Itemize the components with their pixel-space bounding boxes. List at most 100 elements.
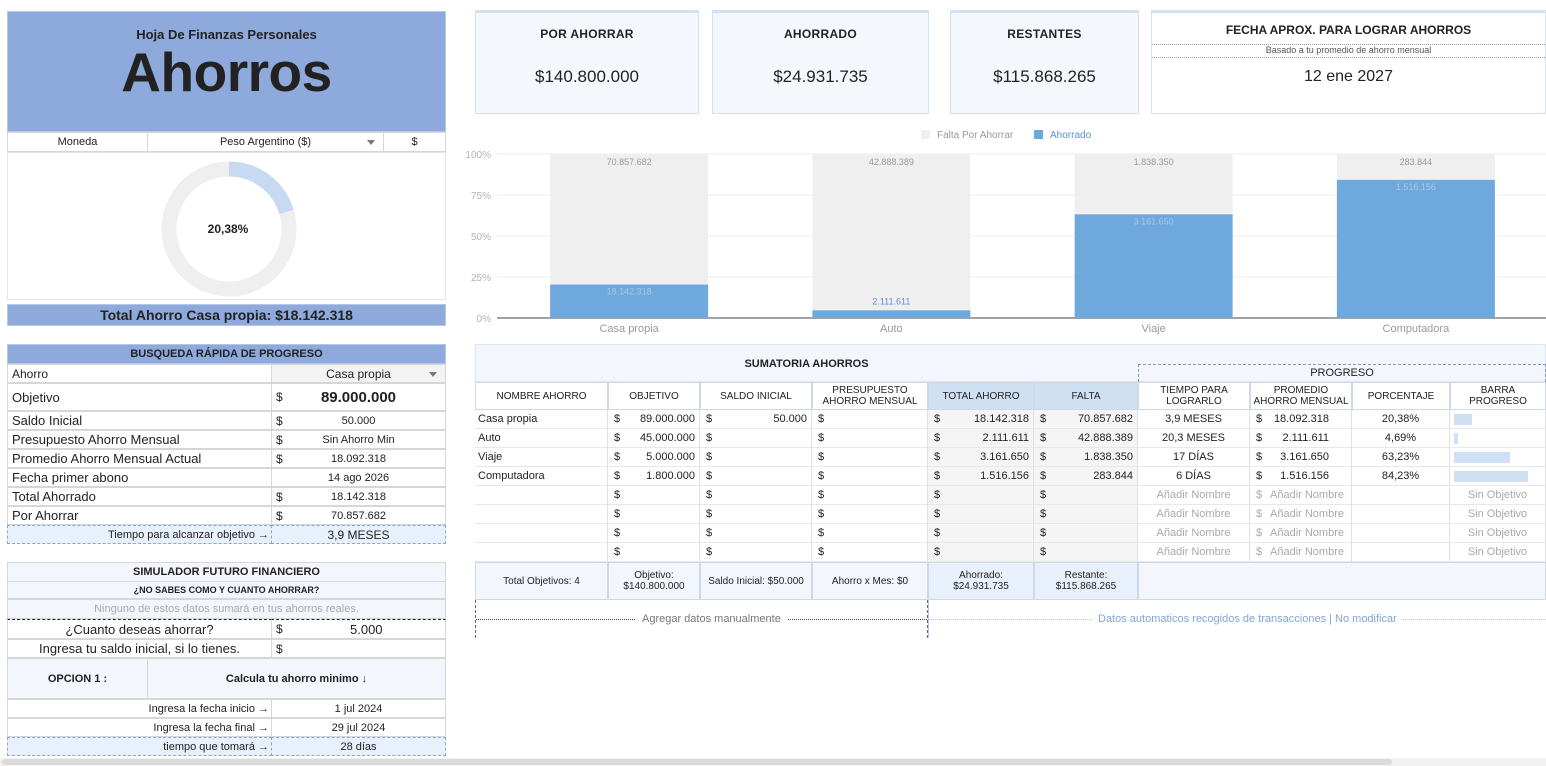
table-cell-name[interactable]: Computadora bbox=[475, 467, 608, 486]
table-cell-name[interactable] bbox=[475, 524, 608, 543]
table-cell-money[interactable]: $ bbox=[1034, 524, 1138, 543]
quick-row-label: Saldo Inicial bbox=[7, 411, 272, 430]
currency-symbol: $ bbox=[383, 132, 446, 152]
currency-symbol: $ bbox=[706, 546, 713, 558]
currency-symbol: $ bbox=[1040, 527, 1047, 539]
time-to-goal-label: Tiempo para alcanzar objetivo → bbox=[7, 525, 272, 544]
currency-symbol: $ bbox=[934, 432, 941, 444]
table-cell-empty-goal: Sin Objetivo bbox=[1450, 524, 1546, 543]
table-cell-name[interactable] bbox=[475, 505, 608, 524]
table-cell-money[interactable]: $ bbox=[928, 524, 1034, 543]
table-cell-money[interactable]: $50.000 bbox=[700, 410, 812, 429]
table-cell-money[interactable]: $5.000.000 bbox=[608, 448, 700, 467]
table-cell-money[interactable]: $ bbox=[608, 505, 700, 524]
table-cell-bar bbox=[1450, 429, 1546, 448]
table-cell-name[interactable] bbox=[475, 486, 608, 505]
quick-row-currency: $ bbox=[276, 390, 283, 404]
quick-selector-label: Ahorro bbox=[7, 364, 272, 383]
table-cell-money[interactable]: $ bbox=[928, 486, 1034, 505]
sheet-subtitle: Hoja De Finanzas Personales bbox=[136, 27, 317, 42]
table-cell-money[interactable]: $ bbox=[700, 448, 812, 467]
currency-symbol: $ bbox=[1256, 470, 1263, 482]
table-cell-name[interactable]: Auto bbox=[475, 429, 608, 448]
progress-bar-fill bbox=[1454, 433, 1458, 444]
cell-value: 2.111.611 bbox=[982, 432, 1030, 444]
column-header: PORCENTAJE bbox=[1352, 382, 1450, 410]
table-cell-money[interactable]: $ bbox=[1034, 543, 1138, 562]
horizontal-scrollbar[interactable] bbox=[0, 758, 1546, 766]
cell-value: 18.092.318 bbox=[1273, 413, 1329, 425]
table-cell-money[interactable]: $ bbox=[812, 448, 928, 467]
table-cell-empty-avg: $ Añadir Nombre bbox=[1250, 524, 1352, 543]
table-cell-empty-pct bbox=[1352, 524, 1450, 543]
table-cell-money[interactable]: $70.857.682 bbox=[1034, 410, 1138, 429]
table-cell-empty-goal: Sin Objetivo bbox=[1450, 486, 1546, 505]
currency-symbol: $ bbox=[1256, 451, 1263, 463]
bar-ahorrado bbox=[550, 284, 709, 318]
table-cell-name[interactable]: Viaje bbox=[475, 448, 608, 467]
cell-value: 70.857.682 bbox=[1077, 413, 1133, 425]
table-cell-name[interactable]: Casa propia bbox=[475, 410, 608, 429]
currency-select[interactable]: Peso Argentino ($) bbox=[147, 132, 384, 152]
table-cell-money[interactable]: $18.142.318 bbox=[928, 410, 1034, 429]
currency-symbol: $ bbox=[1256, 546, 1263, 558]
x-tick-label: Auto bbox=[880, 323, 903, 335]
table-cell-money[interactable]: $3.161.650 bbox=[928, 448, 1034, 467]
scrollbar-thumb[interactable] bbox=[2, 759, 1392, 765]
quick-row-currency: $ bbox=[276, 508, 283, 523]
kpi-restantes-title: RESTANTES bbox=[1007, 27, 1082, 41]
table-cell-money[interactable]: $ bbox=[812, 429, 928, 448]
table-cell-money[interactable]: $1.800.000 bbox=[608, 467, 700, 486]
table-cell-money[interactable]: $ bbox=[1034, 505, 1138, 524]
table-cell-money[interactable]: $283.844 bbox=[1034, 467, 1138, 486]
currency-symbol: $ bbox=[706, 527, 713, 539]
end-date-label: Ingresa la fecha final → bbox=[7, 718, 272, 737]
table-cell-money[interactable]: $ bbox=[1034, 486, 1138, 505]
column-header: TOTAL AHORRO bbox=[928, 382, 1034, 410]
cell-value: 89.000.000 bbox=[639, 413, 695, 425]
column-header: PROMEDIO AHORRO MENSUAL bbox=[1250, 382, 1352, 410]
table-cell-money[interactable]: $ bbox=[700, 486, 812, 505]
quick-row-label: Promedio Ahorro Mensual Actual bbox=[7, 449, 272, 468]
quick-row-label: Por Ahorrar bbox=[7, 506, 272, 525]
table-cell-pct: 4,69% bbox=[1352, 429, 1450, 448]
start-date-input[interactable]: 1 jul 2024 bbox=[271, 699, 446, 718]
table-cell-money[interactable]: $ bbox=[608, 486, 700, 505]
table-cell-money[interactable]: $1.838.350 bbox=[1034, 448, 1138, 467]
table-cell-money[interactable]: $ bbox=[700, 543, 812, 562]
data-label-falta: 42.888.389 bbox=[869, 157, 914, 167]
table-footer-cell: Saldo Inicial: $50.000 bbox=[700, 562, 812, 600]
table-cell-name[interactable] bbox=[475, 543, 608, 562]
table-cell-money[interactable]: $ bbox=[812, 524, 928, 543]
title-banner: Hoja De Finanzas Personales Ahorros bbox=[7, 11, 446, 132]
table-cell-money[interactable]: $45.000.000 bbox=[608, 429, 700, 448]
y-tick-label: 25% bbox=[471, 273, 491, 284]
sim-initial-input[interactable]: $ bbox=[271, 639, 446, 658]
table-cell-money[interactable]: $ bbox=[928, 543, 1034, 562]
table-cell-money[interactable]: $ bbox=[608, 524, 700, 543]
table-cell-money[interactable]: $ bbox=[812, 543, 928, 562]
table-cell-empty-name: Añadir Nombre bbox=[1138, 505, 1250, 524]
table-cell-money[interactable]: $ bbox=[700, 429, 812, 448]
cell-value: 1.516.156 bbox=[980, 470, 1029, 482]
table-cell-money[interactable]: $ bbox=[812, 505, 928, 524]
table-cell-money[interactable]: $ bbox=[700, 524, 812, 543]
table-cell-money[interactable]: $42.888.389 bbox=[1034, 429, 1138, 448]
end-date-input[interactable]: 29 jul 2024 bbox=[271, 718, 446, 737]
data-label-falta: 283.844 bbox=[1400, 157, 1433, 167]
currency-symbol: $ bbox=[614, 489, 621, 501]
table-cell-empty-goal: Sin Objetivo bbox=[1450, 543, 1546, 562]
table-cell-money[interactable]: $ bbox=[812, 486, 928, 505]
table-cell-money[interactable]: $ bbox=[608, 543, 700, 562]
empty-avg-text: Añadir Nombre bbox=[1270, 546, 1344, 558]
table-cell-money[interactable]: $ bbox=[812, 467, 928, 486]
sim-amount-value[interactable]: 5.000 bbox=[350, 621, 383, 637]
table-cell-money[interactable]: $89.000.000 bbox=[608, 410, 700, 429]
table-cell-money[interactable]: $2.111.611 bbox=[928, 429, 1034, 448]
quick-selector-dropdown[interactable]: Casa propia bbox=[271, 364, 446, 383]
table-cell-money[interactable]: $ bbox=[812, 410, 928, 429]
table-cell-money[interactable]: $ bbox=[700, 505, 812, 524]
table-cell-money[interactable]: $ bbox=[700, 467, 812, 486]
table-cell-money[interactable]: $ bbox=[928, 505, 1034, 524]
table-cell-money[interactable]: $1.516.156 bbox=[928, 467, 1034, 486]
